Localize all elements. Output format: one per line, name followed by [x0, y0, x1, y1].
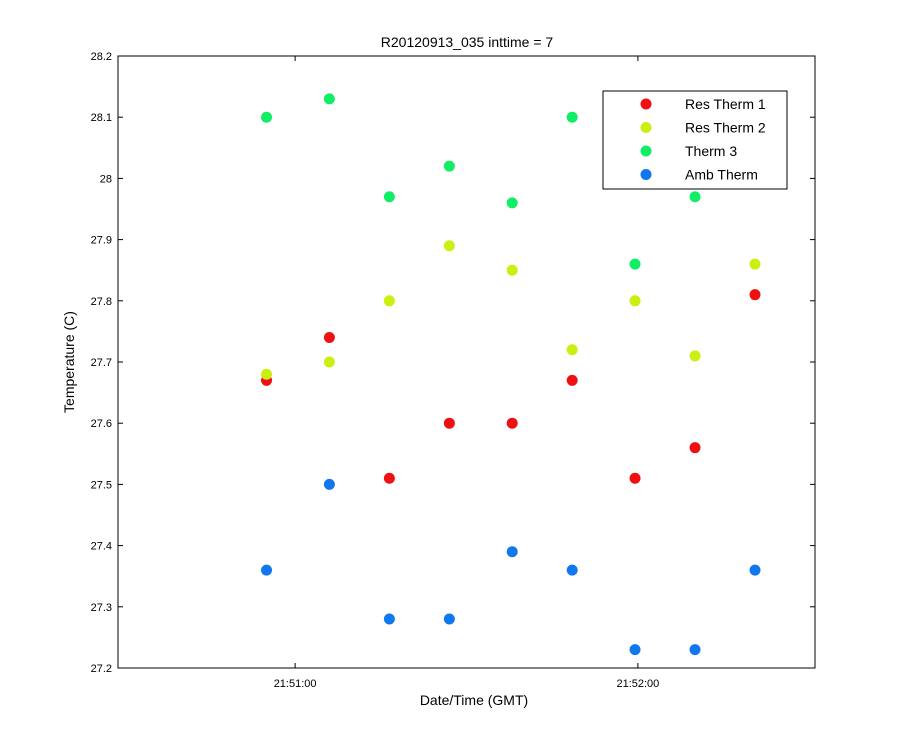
y-tick-label: 27.9	[91, 235, 112, 247]
x-tick-label: 21:51:00	[274, 678, 317, 690]
x-axis-title: Date/Time (GMT)	[420, 692, 528, 708]
data-point	[383, 295, 395, 307]
data-point	[566, 564, 578, 576]
data-point	[323, 93, 335, 105]
legend-marker	[640, 122, 652, 133]
y-tick-label: 27.7	[91, 357, 112, 369]
data-point	[506, 546, 518, 558]
x-axis: 21:51:00 21:52:00	[274, 56, 659, 690]
legend-label: Amb Therm	[685, 167, 758, 183]
data-point	[323, 356, 335, 368]
data-point	[383, 613, 395, 625]
data-point	[629, 295, 641, 307]
data-point	[566, 344, 578, 356]
y-tick-label: 28	[100, 173, 112, 185]
y-tick-label: 27.3	[91, 602, 112, 614]
legend-label: Res Therm 1	[685, 96, 766, 112]
data-point	[323, 478, 335, 490]
y-tick-label: 27.8	[91, 296, 112, 308]
y-tick-label: 27.4	[91, 541, 112, 553]
y-axis: 27.2 27.3 27.4 27.5 27.6 27.7 27.8 27.9 28 28.1 28…	[91, 51, 815, 675]
chart-title: R20120913_035 inttime = 7	[381, 34, 554, 50]
legend-label: Therm 3	[685, 143, 737, 159]
data-points	[261, 93, 761, 656]
y-tick-label: 27.5	[91, 479, 112, 491]
data-point	[566, 111, 578, 123]
data-point	[629, 644, 641, 656]
legend-marker	[640, 169, 652, 180]
data-point	[689, 350, 701, 362]
legend-marker	[640, 98, 652, 110]
data-point	[261, 368, 273, 380]
data-point	[261, 564, 273, 576]
data-point	[443, 240, 455, 252]
data-point	[749, 289, 761, 301]
data-point	[689, 442, 701, 454]
y-tick-label: 28.1	[91, 112, 112, 124]
data-point	[443, 160, 455, 172]
x-tick-label: 21:52:00	[616, 678, 659, 690]
data-point	[506, 264, 518, 276]
legend-label: Res Therm 2	[685, 120, 766, 136]
y-tick-label: 28.2	[91, 51, 112, 63]
data-point	[689, 191, 701, 203]
y-axis-title: Temperature (C)	[61, 311, 77, 413]
data-point	[749, 258, 761, 270]
data-point	[506, 197, 518, 209]
data-point	[749, 564, 761, 576]
legend: Res Therm 1 Res Therm 2 Therm 3 Amb Therm	[602, 90, 788, 190]
data-point	[443, 417, 455, 429]
data-point	[323, 332, 335, 344]
y-tick-label: 27.6	[91, 418, 112, 430]
legend-box	[602, 90, 788, 190]
data-point	[629, 472, 641, 484]
data-point	[261, 111, 273, 123]
data-point	[629, 258, 641, 270]
data-point	[506, 417, 518, 429]
data-point	[689, 644, 701, 656]
y-tick-label: 27.2	[91, 663, 112, 675]
data-point	[566, 374, 578, 386]
data-point	[383, 191, 395, 203]
data-point	[383, 472, 395, 484]
data-point	[443, 613, 455, 625]
legend-marker	[640, 145, 652, 157]
